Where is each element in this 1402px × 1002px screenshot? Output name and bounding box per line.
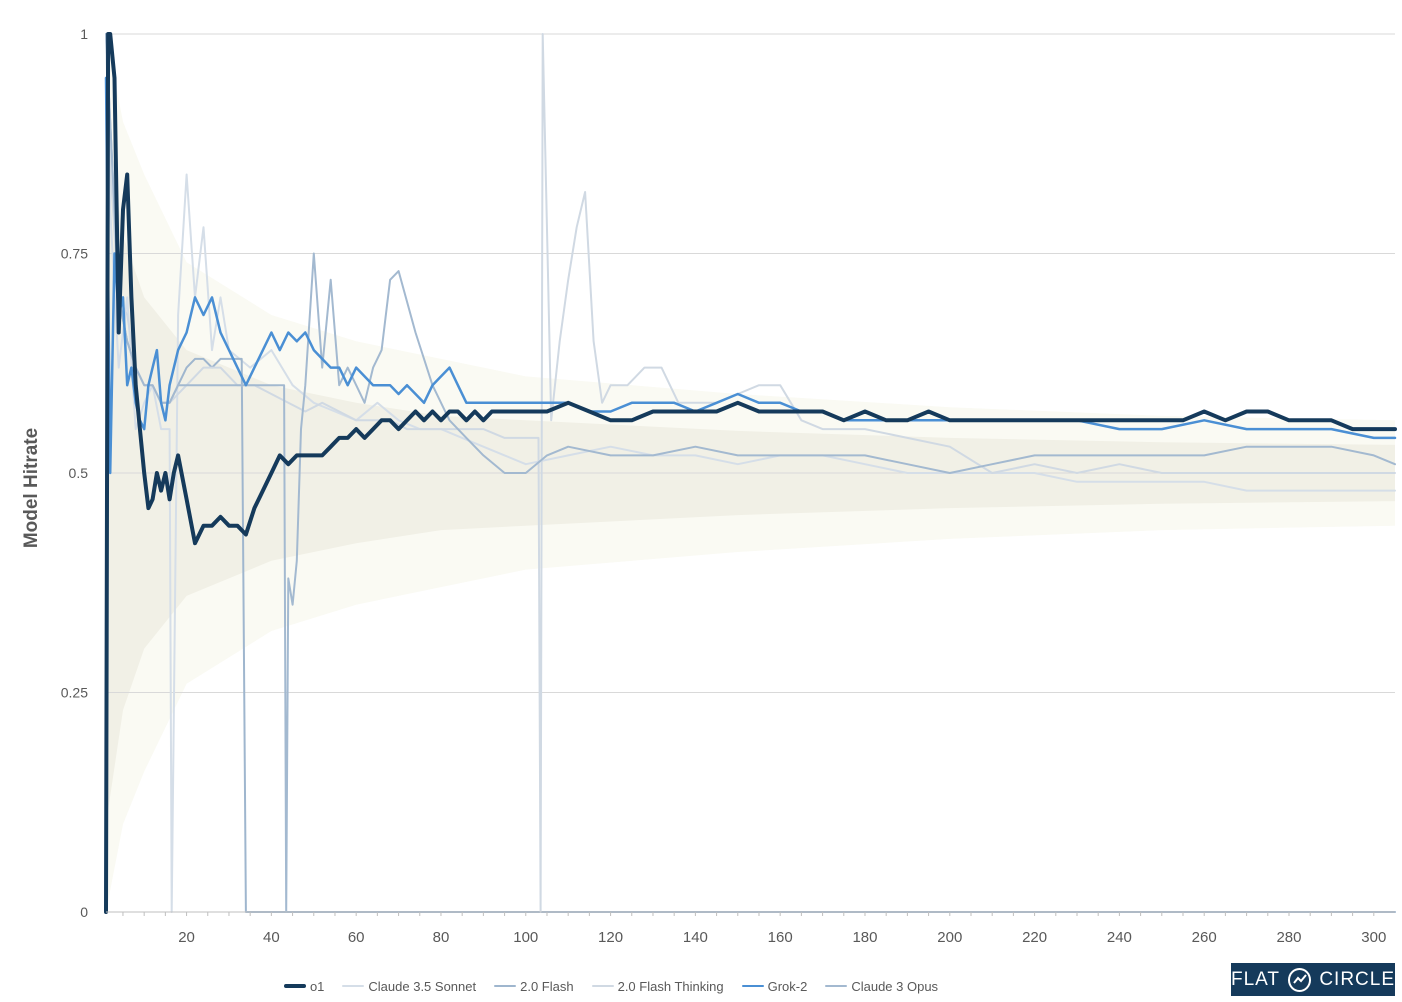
trend-circle-icon bbox=[1288, 967, 1312, 992]
x-tick-label: 40 bbox=[263, 929, 280, 946]
legend-item: Claude 3 Opus bbox=[825, 976, 938, 996]
x-tick-label: 300 bbox=[1361, 929, 1386, 946]
x-tick-label: 200 bbox=[937, 929, 962, 946]
x-tick-label: 240 bbox=[1107, 929, 1132, 946]
x-tick-label: 220 bbox=[1022, 929, 1047, 946]
y-axis-label: Model Hitrate bbox=[21, 428, 42, 548]
legend-item: Claude 3.5 Sonnet bbox=[342, 976, 476, 996]
legend-swatch bbox=[591, 985, 614, 987]
legend-swatch bbox=[741, 985, 764, 987]
legend-item: 2.0 Flash bbox=[494, 976, 574, 996]
x-tick-label: 80 bbox=[433, 929, 450, 946]
y-tick-label: 0.25 bbox=[61, 685, 88, 701]
brand-text-left: FLAT bbox=[1231, 968, 1281, 990]
legend-label: Grok-2 bbox=[767, 978, 808, 994]
brand-logo: FLAT CIRCLE bbox=[1231, 963, 1395, 996]
series-line-o1 bbox=[104, 32, 1397, 914]
x-tick-label: 100 bbox=[513, 929, 538, 946]
legend-item: 2.0 Flash Thinking bbox=[591, 976, 724, 996]
legend-swatch bbox=[825, 985, 848, 987]
legend-label: Claude 3.5 Sonnet bbox=[368, 978, 477, 994]
legend-swatch bbox=[494, 985, 517, 987]
legend-label: o1 bbox=[309, 978, 325, 994]
x-tick-label: 60 bbox=[348, 929, 365, 946]
x-tick-label: 120 bbox=[598, 929, 623, 946]
x-tick-label: 160 bbox=[768, 929, 793, 946]
y-tick-label: 0.5 bbox=[69, 465, 89, 481]
y-tick-label: 0.75 bbox=[61, 246, 88, 262]
legend-label: 2.0 Flash Thinking bbox=[617, 978, 724, 994]
x-tick-label: 280 bbox=[1276, 929, 1301, 946]
legend-item: Grok-2 bbox=[741, 976, 808, 996]
y-tick-label: 1 bbox=[80, 26, 88, 42]
legend: o1 Claude 3.5 Sonnet 2.0 Flash 2.0 Flash Th… bbox=[0, 976, 1402, 996]
y-tick-label: 0 bbox=[80, 904, 88, 920]
x-tick-label: 20 bbox=[178, 929, 195, 946]
x-tick-label: 260 bbox=[1192, 929, 1217, 946]
series-line-claude-3-opus bbox=[105, 33, 1396, 913]
legend-item: o1 bbox=[283, 976, 325, 996]
legend-label: 2.0 Flash bbox=[520, 978, 574, 994]
series-line-2-0-flash-thinking bbox=[105, 33, 1396, 913]
x-tick-label: 140 bbox=[683, 929, 708, 946]
legend-swatch bbox=[342, 985, 365, 987]
legend-label: Claude 3 Opus bbox=[851, 978, 939, 994]
legend-swatch bbox=[283, 984, 306, 988]
x-tick-label: 180 bbox=[852, 929, 877, 946]
brand-text-right: CIRCLE bbox=[1319, 968, 1395, 990]
